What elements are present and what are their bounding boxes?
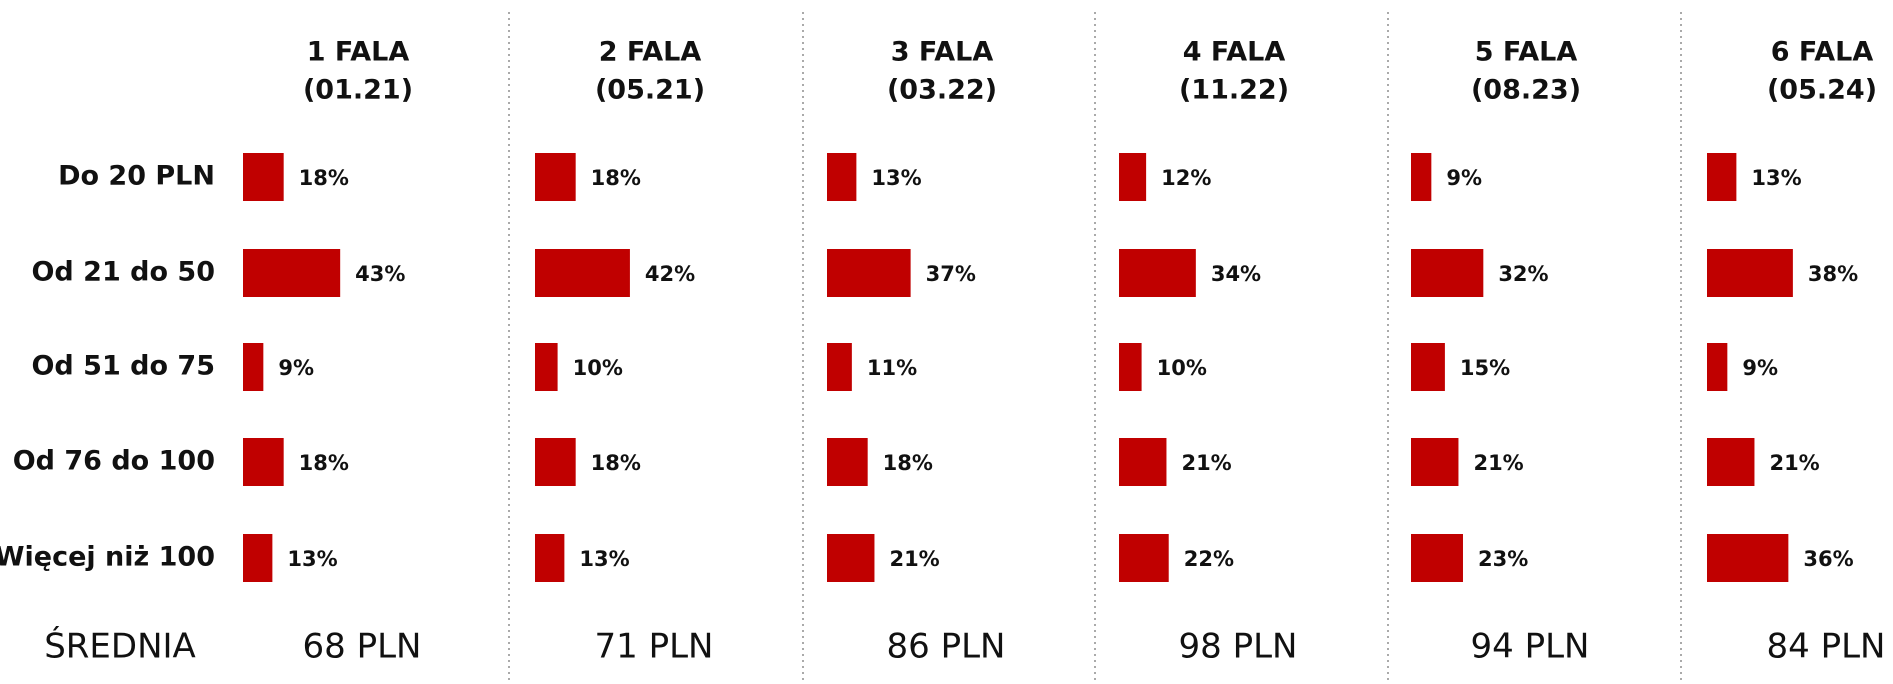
wave-date: (08.23) (1471, 75, 1581, 106)
bar (1707, 534, 1789, 582)
bar (535, 438, 576, 486)
bar (535, 249, 630, 297)
value-label: 10% (1157, 356, 1207, 380)
bar (1411, 343, 1445, 391)
value-label: 18% (591, 166, 641, 190)
value-label: 15% (1460, 356, 1510, 380)
value-label: 9% (278, 356, 314, 380)
wave-date: (01.21) (303, 75, 413, 106)
value-label: 23% (1478, 547, 1528, 571)
average-label: 84 PLN (1767, 627, 1886, 667)
bar (535, 343, 558, 391)
value-label: 21% (1769, 451, 1819, 475)
category-label: Do 20 PLN (58, 161, 215, 192)
bar (1411, 153, 1432, 201)
value-label: 18% (591, 451, 641, 475)
value-label: 12% (1161, 166, 1211, 190)
bar (243, 153, 284, 201)
value-label: 13% (1751, 166, 1801, 190)
wave-name: 2 FALA (599, 37, 702, 68)
wave-name: 1 FALA (307, 37, 410, 68)
wave-name: 5 FALA (1475, 37, 1578, 68)
value-label: 37% (926, 262, 976, 286)
bar (1411, 534, 1463, 582)
bar (1707, 153, 1737, 201)
value-label: 11% (867, 356, 917, 380)
summary-label: ŚREDNIA (44, 626, 196, 667)
wave-date: (05.21) (595, 75, 705, 106)
bar (1119, 438, 1167, 486)
wave-date: (03.22) (887, 75, 997, 106)
bar (827, 343, 852, 391)
average-label: 94 PLN (1471, 627, 1590, 667)
bar (1707, 249, 1793, 297)
value-label: 21% (889, 547, 939, 571)
value-label: 18% (299, 166, 349, 190)
category-label: Od 51 do 75 (31, 351, 215, 382)
value-label: 9% (1446, 166, 1482, 190)
value-label: 43% (355, 262, 405, 286)
value-label: 22% (1184, 547, 1234, 571)
category-label: Od 76 do 100 (13, 446, 215, 477)
bar (243, 249, 341, 297)
value-label: 18% (299, 451, 349, 475)
bar (827, 249, 911, 297)
value-label: 32% (1498, 262, 1548, 286)
wave-name: 3 FALA (891, 37, 994, 68)
bar (243, 534, 273, 582)
bar (827, 438, 868, 486)
value-label: 42% (645, 262, 695, 286)
value-label: 21% (1473, 451, 1523, 475)
average-label: 98 PLN (1179, 627, 1298, 667)
value-label: 21% (1181, 451, 1231, 475)
bar (1411, 249, 1484, 297)
bar (243, 343, 264, 391)
category-label: Od 21 do 50 (31, 257, 215, 288)
bar (535, 534, 565, 582)
value-label: 13% (287, 547, 337, 571)
bar (1119, 249, 1196, 297)
bar (1119, 534, 1169, 582)
value-label: 36% (1803, 547, 1853, 571)
wave-name: 4 FALA (1183, 37, 1286, 68)
bar (535, 153, 576, 201)
value-label: 38% (1808, 262, 1858, 286)
wave-date: (05.24) (1767, 75, 1877, 106)
value-label: 18% (883, 451, 933, 475)
wave-name: 6 FALA (1771, 37, 1874, 68)
value-label: 10% (573, 356, 623, 380)
value-label: 13% (871, 166, 921, 190)
wave-date: (11.22) (1179, 75, 1289, 106)
value-label: 13% (579, 547, 629, 571)
bar (1707, 438, 1755, 486)
average-label: 86 PLN (887, 627, 1006, 667)
bar (1411, 438, 1459, 486)
bar (827, 153, 857, 201)
average-label: 68 PLN (303, 627, 422, 667)
bar (243, 438, 284, 486)
bar (1119, 343, 1142, 391)
value-label: 9% (1742, 356, 1778, 380)
category-label: Więcej niż 100 (0, 542, 215, 573)
value-label: 34% (1211, 262, 1261, 286)
bar (1119, 153, 1147, 201)
bar (827, 534, 875, 582)
bar (1707, 343, 1728, 391)
average-label: 71 PLN (595, 627, 714, 667)
